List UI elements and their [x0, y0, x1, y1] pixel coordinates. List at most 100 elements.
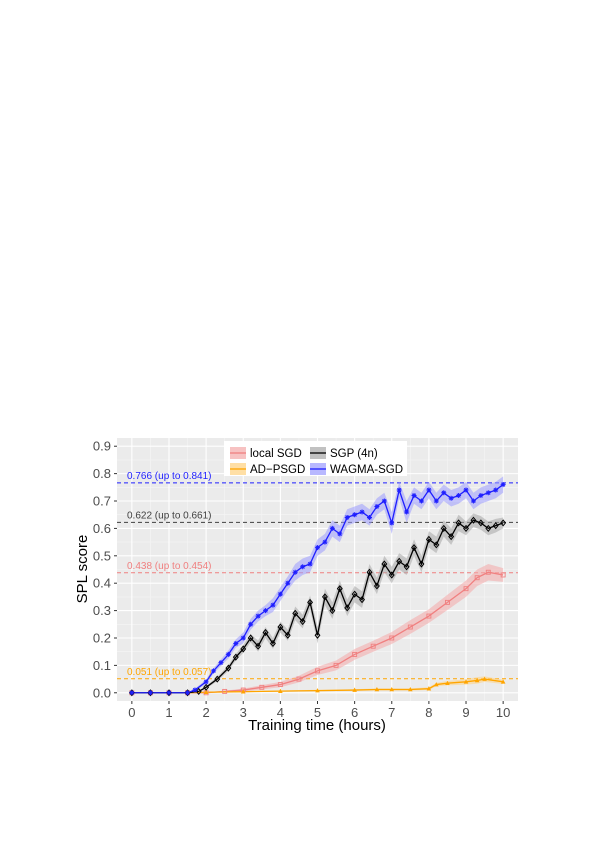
data-point: [500, 519, 507, 527]
y-tick-label: 0.0: [93, 685, 111, 700]
data-point: [411, 493, 417, 499]
x-tick-label: 3: [240, 705, 247, 720]
data-point: [389, 520, 395, 526]
y-tick-label: 0.6: [93, 521, 111, 536]
y-axis: 0.0 0.1 0.2 0.3 0.4 0.5 0.6 0.7 0.8 0.9: [93, 439, 117, 700]
y-tick-label: 0.7: [93, 494, 111, 509]
data-point: [203, 679, 209, 685]
data-point: [351, 590, 358, 598]
data-point: [233, 640, 239, 646]
data-point: [203, 689, 209, 695]
data-point: [463, 586, 469, 592]
data-point: [211, 668, 217, 674]
data-point: [352, 512, 358, 518]
data-point: [222, 688, 228, 694]
data-point: [388, 571, 395, 579]
x-axis: 0 1 2 3 4 5 6 7 8 9 10: [128, 701, 510, 720]
data-point: [500, 482, 506, 488]
reference-label: 0.622 (up to 0.661): [127, 510, 212, 521]
data-point: [336, 585, 343, 593]
x-tick-label: 10: [496, 705, 510, 720]
data-point: [366, 568, 373, 576]
series-band: [131, 476, 504, 693]
data-point: [425, 535, 432, 543]
data-point: [374, 686, 380, 692]
data-point: [448, 495, 454, 501]
data-point: [329, 607, 336, 615]
data-point: [381, 560, 388, 568]
data-point: [225, 664, 232, 672]
data-point: [218, 660, 224, 666]
data-point: [344, 604, 351, 612]
data-point: [259, 684, 265, 690]
data-point: [492, 522, 499, 530]
series-line: [131, 519, 504, 694]
legend-label: SGP (4n): [330, 448, 378, 460]
data-point: [225, 651, 231, 657]
data-point: [307, 598, 314, 606]
data-point: [333, 662, 339, 668]
series-band: [131, 564, 504, 693]
data-point: [255, 642, 262, 650]
data-point: [315, 668, 320, 674]
x-tick-label: 8: [425, 705, 432, 720]
data-point: [418, 498, 424, 504]
data-point: [278, 688, 283, 693]
data-point: [407, 624, 413, 630]
data-point: [299, 617, 306, 626]
data-point: [463, 487, 469, 493]
data-point: [478, 493, 484, 499]
y-tick-label: 0.5: [93, 548, 111, 563]
data-point: [337, 531, 343, 537]
x-axis-title: Training time (hours): [248, 717, 386, 734]
data-point: [277, 623, 284, 631]
legend-label: WAGMA-SGD: [330, 464, 403, 476]
data-point: [300, 564, 306, 570]
reference-label: 0.438 (up to 0.454): [127, 561, 212, 572]
data-point: [455, 519, 462, 527]
data-point: [147, 690, 153, 696]
y-tick-label: 0.2: [93, 630, 111, 645]
data-point: [192, 687, 198, 693]
y-tick-label: 0.1: [93, 658, 111, 673]
data-point: [477, 519, 484, 527]
data-point: [441, 490, 447, 496]
data-point: [433, 541, 440, 549]
data-point: [482, 676, 487, 681]
data-point: [292, 609, 299, 617]
data-point: [359, 596, 366, 604]
data-point: [232, 653, 239, 661]
data-point: [277, 591, 283, 597]
x-tick-label: 5: [314, 705, 321, 720]
legend: local SGD SGP (4n) AD−PSGD WAGMA-SGD: [224, 441, 407, 476]
data-point: [493, 487, 499, 493]
data-point: [315, 688, 320, 693]
data-point: [277, 682, 283, 688]
data-point: [445, 680, 450, 685]
data-point: [214, 675, 221, 683]
data-point: [352, 687, 357, 692]
x-tick-label: 0: [128, 705, 135, 720]
data-point: [485, 490, 491, 496]
data-point: [474, 575, 480, 581]
data-point: [284, 631, 291, 639]
data-point: [203, 683, 210, 691]
data-point: [426, 487, 432, 493]
y-tick-label: 0.8: [93, 466, 111, 481]
data-point: [292, 569, 298, 575]
data-point: [434, 682, 439, 687]
data-point: [344, 514, 350, 520]
x-tick-label: 4: [277, 705, 284, 720]
data-point: [255, 613, 261, 619]
data-point: [408, 686, 413, 692]
data-point: [270, 602, 276, 608]
data-point: [321, 593, 328, 601]
data-point: [373, 582, 380, 590]
data-point: [485, 524, 492, 532]
data-point: [247, 634, 254, 642]
data-point: [285, 580, 291, 586]
data-point: [322, 539, 328, 545]
data-point: [248, 621, 254, 627]
x-tick-label: 7: [388, 705, 395, 720]
